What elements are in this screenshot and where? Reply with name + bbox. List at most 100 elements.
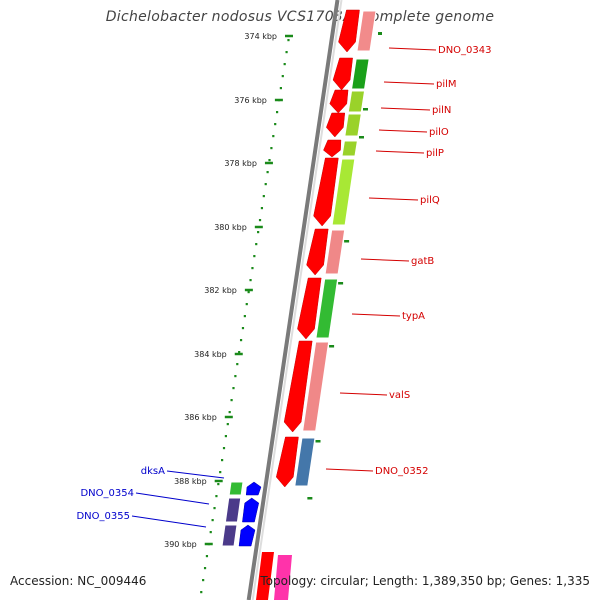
- gene-track: [221, 9, 382, 600]
- tick-label: 388 kbp: [174, 477, 207, 486]
- forward-gene-arrow: [329, 89, 349, 114]
- reverse-gene-arrow: [245, 481, 262, 496]
- tick-dot: [264, 183, 267, 186]
- tick-dot: [251, 267, 254, 270]
- gene-category-bar: [341, 140, 358, 157]
- gene-label-forward: valS: [389, 390, 410, 401]
- tick-dot: [255, 243, 258, 246]
- gene-category-bar: [356, 10, 377, 52]
- tick-dot: [232, 387, 235, 390]
- gene-label-forward: DNO_0352: [375, 466, 429, 477]
- tick-dot: [268, 159, 271, 162]
- gene-category-bar: [294, 437, 316, 487]
- gene-label-leader: [375, 150, 425, 154]
- tick-dot: [215, 495, 218, 498]
- forward-gene-arrow: [306, 228, 329, 276]
- tick-label: 376 kbp: [234, 96, 267, 105]
- gene-category-bar: [302, 341, 330, 432]
- tick-label: 384 kbp: [194, 350, 227, 359]
- forward-gene-arrow: [326, 112, 346, 138]
- gene-label-forward: pilN: [432, 105, 451, 116]
- gene-category-bar: [350, 58, 370, 90]
- tick-dot: [234, 375, 237, 378]
- tick-dot: [238, 351, 241, 354]
- tick-label: 386 kbp: [184, 413, 217, 422]
- tick-dot: [213, 507, 216, 510]
- tick-dot: [226, 423, 229, 426]
- tick-dot: [266, 171, 269, 174]
- tick-dot: [200, 591, 203, 594]
- gene-category-bar: [228, 481, 244, 496]
- gene-label-leader: [368, 197, 419, 201]
- tick-dot: [224, 435, 227, 438]
- forward-gene-arrow: [283, 340, 313, 433]
- gene-label-leader: [378, 129, 428, 133]
- forward-gene-arrow: [297, 277, 322, 340]
- gene-label-forward: DNO_0343: [438, 45, 492, 56]
- tick-track: 374 kbp 376 kbp 378 kbp 380 kbp 382 kbp 384 k…: [164, 32, 293, 594]
- gene-label-leader: [383, 81, 435, 85]
- gene-category-bar: [324, 229, 346, 275]
- category-marker: [338, 282, 344, 285]
- genome-title: Dichelobacter nodosus VCS1703A, complete…: [105, 9, 495, 25]
- category-marker: [378, 32, 382, 35]
- tick-label: 378 kbp: [224, 159, 257, 168]
- gene-label-leader: [351, 313, 401, 317]
- tick-dot: [239, 339, 243, 342]
- gene-label-reverse: DNO_0354: [80, 488, 134, 499]
- category-marker: [307, 497, 313, 500]
- gene-label-leader: [166, 470, 225, 479]
- backbone-line: [246, 0, 340, 600]
- accession-text: Accession: NC_009446: [10, 574, 147, 588]
- gene-label-leader: [339, 392, 388, 396]
- category-marker: [362, 108, 368, 111]
- gene-label-forward: pilQ: [420, 195, 440, 206]
- tick-dot: [287, 39, 290, 42]
- tick-dot: [221, 459, 224, 462]
- tick-dot: [279, 87, 282, 90]
- tick-dot: [262, 195, 265, 198]
- gene-labels: DNO_0343 pilM pilN pilO pilP pilQ gatB typA valS…: [76, 45, 492, 528]
- tick-dot: [202, 579, 205, 582]
- gene-category-bar: [331, 158, 356, 226]
- gene-label-forward: pilM: [436, 79, 457, 90]
- gene-label-leader: [135, 492, 210, 505]
- gene-label-leader: [360, 258, 410, 262]
- category-marker: [329, 345, 335, 348]
- tick-dot: [209, 531, 212, 534]
- tick-dot: [222, 447, 226, 450]
- forward-gene-arrow: [256, 552, 274, 600]
- tick-dot: [270, 147, 273, 150]
- gene-category-bar: [344, 113, 362, 137]
- gene-category-bar: [274, 555, 292, 600]
- tick-dot: [253, 255, 256, 258]
- gene-label-reverse: DNO_0355: [76, 511, 130, 522]
- gene-label-forward: gatB: [411, 256, 434, 267]
- tick-dot: [260, 207, 264, 210]
- tick-label: 382 kbp: [204, 286, 237, 295]
- tick-dot: [275, 111, 279, 114]
- category-marker: [315, 440, 321, 443]
- forward-gene-arrow: [276, 436, 299, 488]
- tick-dot: [285, 51, 288, 54]
- tick-dot: [230, 399, 233, 402]
- gene-category-bar: [315, 278, 339, 339]
- tick-dot: [272, 135, 275, 138]
- tick-dot: [241, 327, 245, 330]
- tick-dot: [258, 219, 262, 222]
- gene-label-forward: typA: [402, 311, 425, 322]
- tick-label: 390 kbp: [164, 540, 197, 549]
- reverse-gene-arrow: [242, 497, 260, 523]
- tick-dot: [249, 279, 252, 282]
- forward-gene-arrow: [338, 9, 360, 53]
- gene-label-leader: [380, 107, 431, 111]
- forward-gene-arrow: [323, 139, 342, 158]
- tick-dot: [236, 363, 239, 366]
- gene-category-bar: [221, 524, 238, 547]
- backbone-highlight: [251, 0, 343, 600]
- category-marker: [344, 240, 350, 243]
- tick-label: 380 kbp: [214, 223, 247, 232]
- tick-dot: [281, 75, 284, 78]
- gene-label-leader: [388, 47, 437, 51]
- tick-dot: [283, 63, 286, 66]
